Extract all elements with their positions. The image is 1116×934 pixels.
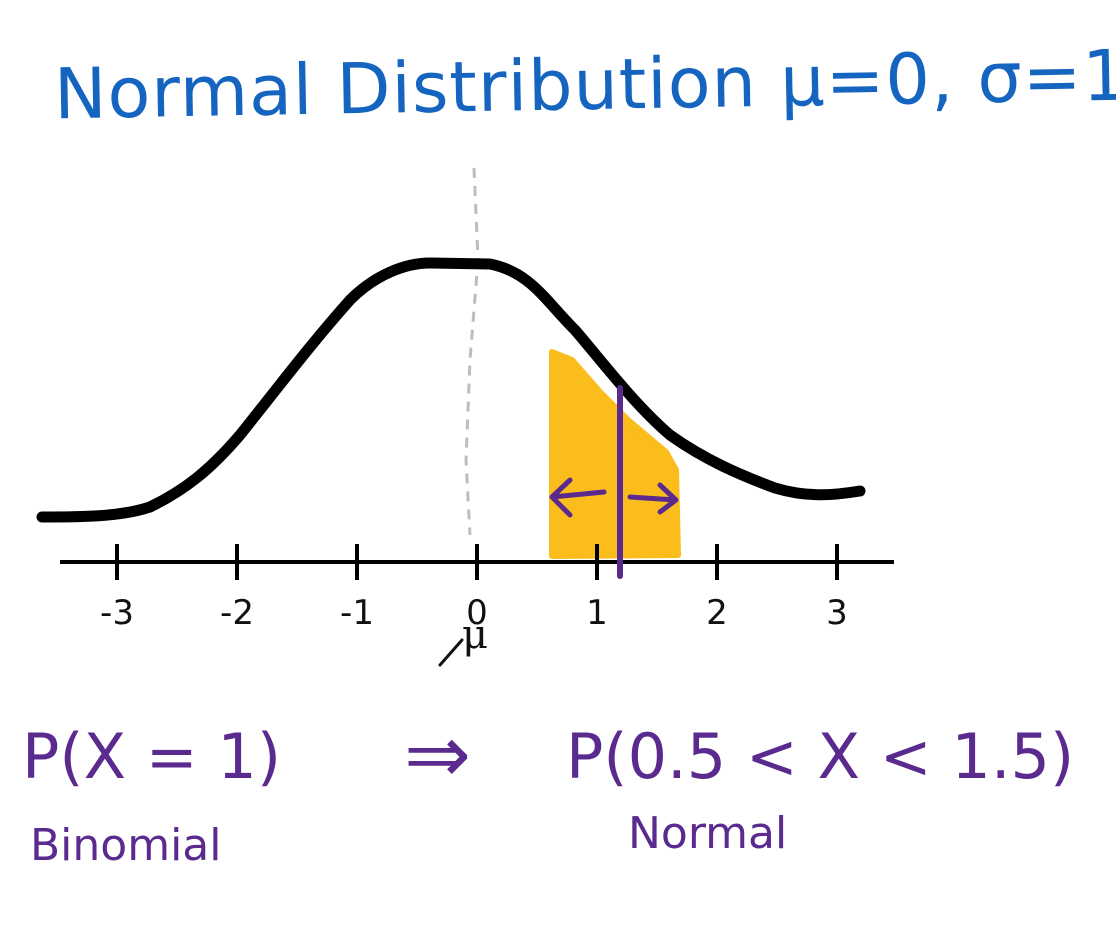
tick-label--3: -3 <box>100 593 134 633</box>
x-axis-tick-labels: -3 -2 -1 0 1 2 3 <box>100 593 848 633</box>
tick-label--1: -1 <box>340 593 374 633</box>
shaded-region <box>549 349 681 559</box>
tick-label-1: 1 <box>586 593 608 633</box>
mean-dashed-line <box>464 167 480 536</box>
mean-label-tail <box>438 638 464 667</box>
tick-label--2: -2 <box>220 593 254 633</box>
right-arrow <box>627 482 679 515</box>
x-axis-ticks <box>115 544 839 580</box>
left-expression: P(X = 1) <box>22 720 282 793</box>
right-caption: Normal <box>628 808 788 859</box>
tick-label-3: 3 <box>826 593 848 633</box>
bell-curve <box>36 257 866 523</box>
right-expression: P(0.5 < X < 1.5) <box>566 720 1075 793</box>
tick-label-2: 2 <box>706 593 728 633</box>
tick-label-0: 0 <box>466 593 488 633</box>
left-arrow <box>549 477 607 518</box>
mean-label: μ <box>462 612 488 658</box>
implies-arrow: ⇒ <box>404 708 472 801</box>
left-caption: Binomial <box>30 820 222 871</box>
